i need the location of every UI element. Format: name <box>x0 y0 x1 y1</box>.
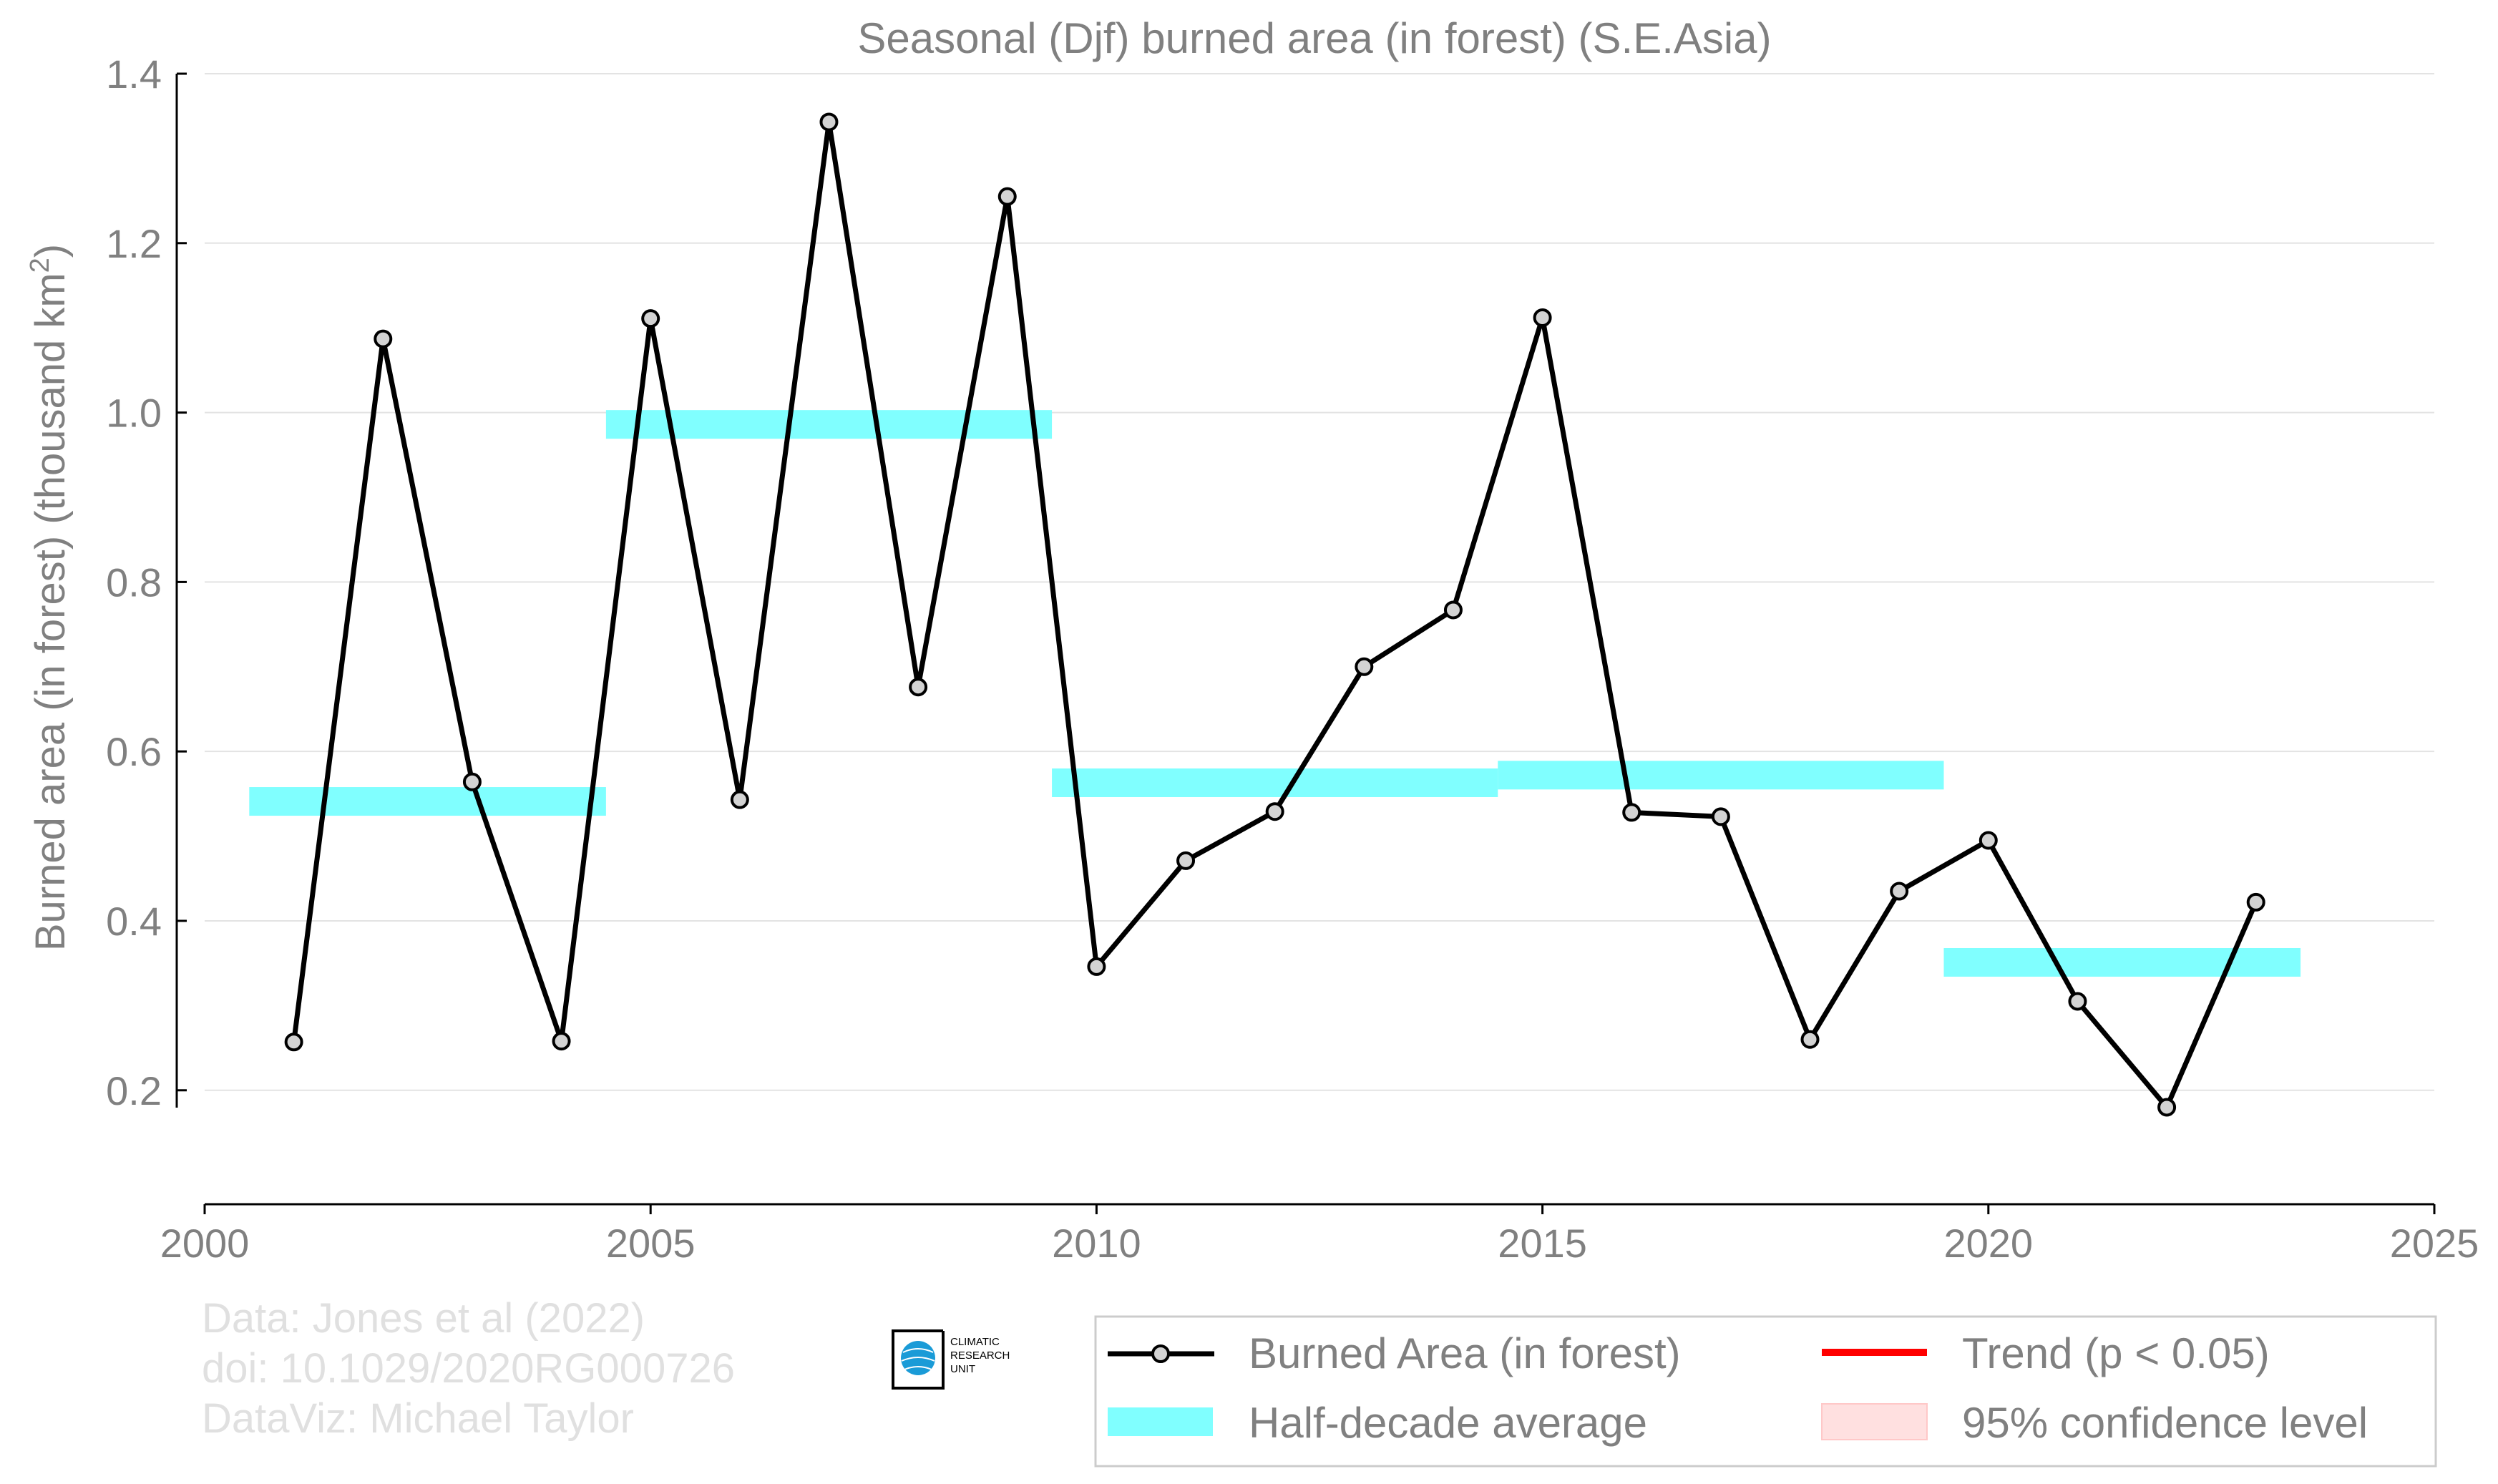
data-point <box>819 112 839 132</box>
y-tick-label: 1.4 <box>106 52 162 97</box>
x-tick-label: 2010 <box>1052 1221 1141 1266</box>
x-tick-label: 2020 <box>1944 1221 2034 1266</box>
credit-dataviz: DataViz: Michael Taylor <box>202 1395 634 1442</box>
data-point <box>1087 957 1106 976</box>
legend-item-trend: Trend (p < 0.05) <box>1822 1329 2270 1377</box>
data-point <box>909 678 928 697</box>
y-axis-label: Burned area (in forest) (thousand km2) <box>25 244 74 951</box>
data-point <box>374 329 393 348</box>
y-tick-label: 1.2 <box>106 221 162 266</box>
x-tick-label: 2000 <box>160 1221 250 1266</box>
credit-data-source: Data: Jones et al (2022) <box>202 1295 645 1342</box>
axes <box>175 74 2434 1206</box>
data-point <box>284 1033 303 1052</box>
y-tick-label: 0.2 <box>106 1068 162 1113</box>
data-point <box>2068 992 2087 1011</box>
half-decade-average-band <box>1052 768 1498 797</box>
half-decade-average-band <box>249 787 606 816</box>
half-decade-average-band <box>605 410 1053 439</box>
legend: Burned Area (in forest) Trend (p < 0.05)… <box>1094 1315 2437 1468</box>
chart-title: Seasonal (Djf) burned area (in forest) (… <box>857 14 1771 62</box>
logo-globe-arcs <box>901 1348 935 1370</box>
legend-item-half-decade: Half-decade average <box>1108 1399 1647 1447</box>
half-decade-average-bands <box>249 410 2301 977</box>
data-point <box>1533 308 1552 327</box>
y-tick-label: 0.8 <box>106 560 162 605</box>
data-point <box>1800 1030 1820 1049</box>
credit-doi: doi: 10.1029/2020RG000726 <box>202 1345 735 1392</box>
y-tick-label: 0.6 <box>106 729 162 774</box>
legend-label-half-decade: Half-decade average <box>1249 1399 1647 1447</box>
grid-lines <box>205 73 2434 1091</box>
y-tick-label: 0.4 <box>106 899 162 944</box>
data-point <box>1443 600 1463 620</box>
data-point <box>1890 882 1909 901</box>
x-tick-label: 2025 <box>2390 1221 2479 1266</box>
logo-text-line2: RESEARCH <box>950 1349 1010 1362</box>
data-point <box>997 187 1017 206</box>
legend-item-confidence: 95% confidence level <box>1821 1399 2368 1447</box>
data-point <box>1176 851 1196 870</box>
data-point <box>2157 1098 2177 1117</box>
x-ticks: 2000 2005 2010 2015 2020 2025 <box>160 1204 2479 1266</box>
data-point <box>462 772 482 791</box>
data-point <box>1355 657 1374 676</box>
x-tick-label: 2005 <box>606 1221 696 1266</box>
legend-label-confidence: 95% confidence level <box>1962 1399 2368 1447</box>
logo-text-line1: CLIMATIC <box>950 1336 1000 1348</box>
legend-label-trend: Trend (p < 0.05) <box>1962 1329 2270 1377</box>
data-point <box>1979 831 1998 850</box>
burned-area-series <box>284 112 2265 1117</box>
y-tick-label: 1.0 <box>106 391 162 436</box>
cru-logo: CLIMATIC RESEARCH UNIT <box>892 1329 1010 1390</box>
logo-bracket-right <box>894 1329 945 1390</box>
data-point <box>641 309 660 328</box>
data-point <box>552 1032 571 1051</box>
legend-band-swatch <box>1108 1407 1213 1436</box>
data-point <box>1265 802 1284 821</box>
data-point <box>730 790 749 809</box>
legend-item-burned-area: Burned Area (in forest) <box>1108 1329 1681 1377</box>
half-decade-average-band <box>1943 947 2301 977</box>
legend-confidence-swatch <box>1821 1403 1928 1440</box>
x-tick-label: 2015 <box>1498 1221 1587 1266</box>
legend-marker-swatch <box>1151 1344 1170 1363</box>
data-point <box>1711 807 1730 826</box>
y-ticks: 0.2 0.4 0.6 0.8 1.0 1.2 1.4 <box>106 52 187 1113</box>
logo-text-line3: UNIT <box>950 1363 975 1375</box>
legend-box <box>1094 1315 2437 1468</box>
credits: Data: Jones et al (2022) doi: 10.1029/20… <box>202 1295 735 1442</box>
half-decade-average-band <box>1498 761 1944 790</box>
data-point <box>1622 803 1641 822</box>
legend-label-burned-area: Burned Area (in forest) <box>1249 1329 1681 1377</box>
data-point <box>2246 892 2265 912</box>
